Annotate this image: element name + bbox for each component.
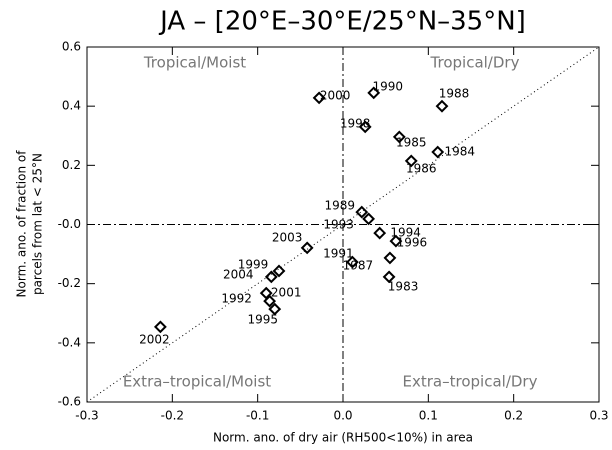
point-label: 1995 bbox=[247, 313, 278, 327]
point bbox=[389, 234, 403, 248]
point bbox=[358, 120, 372, 134]
point bbox=[435, 99, 449, 113]
point-label: 2002 bbox=[139, 332, 170, 346]
chart-title: JA – [20°E–30°E/25°N–35°N] bbox=[158, 7, 526, 37]
point-label: 1983 bbox=[388, 279, 419, 293]
point bbox=[404, 154, 418, 168]
point-label: 1996 bbox=[397, 236, 428, 250]
point-label: 1992 bbox=[221, 292, 252, 306]
point bbox=[383, 251, 397, 265]
point bbox=[268, 302, 282, 316]
x-tick-label: -0.3 bbox=[75, 409, 98, 423]
y-tick-label: -0.0 bbox=[58, 217, 81, 231]
point bbox=[373, 226, 387, 240]
point bbox=[153, 320, 167, 334]
y-axis-label: parcels from lat < 25°N bbox=[31, 153, 45, 295]
y-tick-label: -0.6 bbox=[58, 395, 81, 409]
point bbox=[272, 264, 286, 278]
x-tick-label: 0.3 bbox=[589, 409, 608, 423]
quadrant-label: Extra–tropical/Moist bbox=[123, 373, 271, 391]
x-tick-label: -0.2 bbox=[161, 409, 184, 423]
point bbox=[392, 130, 406, 144]
point-label: 1987 bbox=[343, 258, 374, 272]
point bbox=[264, 270, 278, 284]
point bbox=[382, 270, 396, 284]
point bbox=[362, 212, 376, 226]
point-label: 1998 bbox=[340, 116, 371, 130]
x-tick-label: 0.0 bbox=[333, 409, 352, 423]
point-label: 1999 bbox=[238, 257, 269, 271]
y-tick-label: 0.4 bbox=[62, 99, 81, 113]
x-tick-label: 0.1 bbox=[419, 409, 438, 423]
point bbox=[259, 286, 273, 300]
point-label: 1985 bbox=[396, 135, 427, 149]
y-axis-label: Norm. ano. of fraction of bbox=[15, 150, 29, 298]
point-label: 1991 bbox=[323, 247, 354, 261]
point-label: 1986 bbox=[406, 161, 437, 175]
quadrant-label: Tropical/Dry bbox=[430, 54, 520, 72]
point bbox=[312, 91, 326, 105]
y-tick-label: 0.6 bbox=[62, 40, 81, 54]
point bbox=[300, 241, 314, 255]
point-label: 1989 bbox=[324, 199, 355, 213]
point-label: 1984 bbox=[444, 145, 475, 159]
x-axis-label: Norm. ano. of dry air (RH500<10%) in are… bbox=[213, 431, 473, 445]
point bbox=[355, 205, 369, 219]
y-tick-label: -0.2 bbox=[58, 276, 81, 290]
x-tick-label: -0.1 bbox=[246, 409, 269, 423]
point-label: 1993 bbox=[323, 217, 354, 231]
point bbox=[431, 145, 445, 159]
point-label: 2000 bbox=[320, 88, 351, 102]
y-tick-label: -0.4 bbox=[58, 335, 81, 349]
point-label: 2001 bbox=[271, 286, 302, 300]
point bbox=[345, 255, 359, 269]
point-label: 2004 bbox=[223, 267, 254, 281]
point-label: 2003 bbox=[272, 230, 303, 244]
point bbox=[367, 86, 381, 100]
quadrant-label: Tropical/Moist bbox=[143, 54, 246, 72]
y-tick-label: 0.2 bbox=[62, 158, 81, 172]
point-label: 1994 bbox=[390, 226, 421, 240]
point-label: 1988 bbox=[439, 87, 470, 101]
point-label: 1990 bbox=[372, 79, 403, 93]
quadrant-label: Extra–tropical/Dry bbox=[403, 373, 538, 391]
x-tick-label: 0.2 bbox=[504, 409, 523, 423]
